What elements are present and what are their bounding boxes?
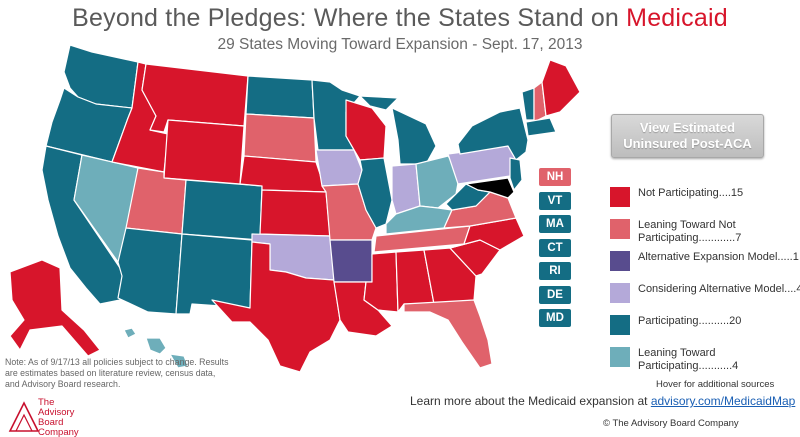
title-highlight: Medicaid [626,4,728,32]
legend-label: Not Participating....15 [638,187,744,199]
legend-label: Alternative Expansion Model.....1 [638,251,799,263]
state-ia[interactable] [315,149,363,187]
state-nj[interactable] [509,157,523,191]
state-vt[interactable] [521,87,535,121]
legend-swatch [610,251,630,271]
state-hi[interactable] [123,327,189,369]
state-az[interactable] [117,227,183,315]
legend-label: Leaning Toward Participating...........4 [638,347,739,372]
state-box-de[interactable]: DE [539,285,571,304]
state-box-ri[interactable]: RI [539,262,571,280]
legend-swatch [610,187,630,207]
learn-more: Learn more about the Medicaid expansion … [410,394,795,408]
view-button-line1: View Estimated [639,120,736,135]
state-ks[interactable] [259,189,331,237]
state-fl[interactable] [403,299,493,369]
hover-note: Hover for additional sources [656,379,775,390]
advisory-board-logo [8,401,40,432]
us-map [9,44,581,373]
logo-text: The Advisory Board Company [38,398,79,437]
state-me[interactable] [541,59,581,117]
view-uninsured-button[interactable]: View Estimated Uninsured Post-ACA [611,114,764,158]
state-ak[interactable] [9,259,101,357]
medicaid-map-link[interactable]: advisory.com/MedicaidMap [650,394,796,408]
logo-line2: Advisory [38,407,75,418]
legend-label: Considering Alternative Model....4 [638,283,800,295]
legend-swatch [610,219,630,239]
state-tx[interactable] [211,241,341,373]
state-nd[interactable] [245,75,315,119]
state-il[interactable] [357,157,393,229]
state-box-md[interactable]: MD [539,309,571,327]
legend-swatch [610,315,630,335]
legend-swatch [610,283,630,303]
state-box-vt[interactable]: VT [539,191,571,210]
note-text: Note: As of 9/17/13 all policies subject… [5,357,229,389]
logo-line4: Company [38,427,79,437]
state-in[interactable] [391,163,421,215]
state-ny[interactable] [457,107,529,161]
learn-more-text: Learn more about the Medicaid expansion … [410,394,651,408]
logo-line3: Board [38,417,64,428]
legend-label: Leaning Toward Not Participating........… [638,219,742,244]
state-box-ma[interactable]: MA [539,215,571,233]
state-ar[interactable] [329,239,373,283]
state-sd[interactable] [243,113,317,163]
state-co[interactable] [181,179,263,241]
map-title: Beyond the Pledges: Where the States Sta… [0,4,800,33]
state-de-md[interactable] [465,177,515,199]
legend-swatch [610,347,630,367]
state-box-nh[interactable]: NH [539,168,571,186]
state-box-ct[interactable]: CT [539,238,571,257]
logo-line1: The [38,397,55,408]
state-wy[interactable] [163,119,245,185]
copyright: © The Advisory Board Company [603,418,739,429]
legend-label: Participating..........20 [638,315,742,327]
title-main: Beyond the Pledges: Where the States Sta… [72,4,627,32]
state-ky[interactable] [385,205,453,235]
map-subtitle: 29 States Moving Toward Expansion - Sept… [217,36,583,53]
state-ma[interactable] [525,117,557,137]
view-button-line2: Uninsured Post-ACA [623,136,752,151]
